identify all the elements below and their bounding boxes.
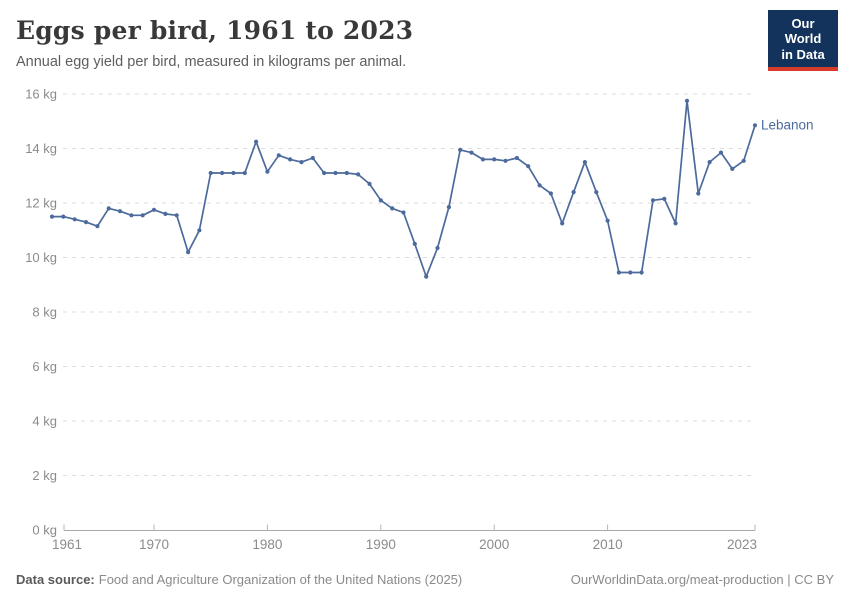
- data-point[interactable]: [49, 214, 55, 219]
- data-point[interactable]: [492, 157, 497, 162]
- y-tick-label: 2 kg: [32, 468, 57, 483]
- data-point[interactable]: [163, 211, 168, 216]
- data-point[interactable]: [299, 160, 304, 165]
- data-point[interactable]: [276, 153, 281, 158]
- data-point[interactable]: [514, 155, 520, 161]
- owid-logo[interactable]: Our World in Data: [768, 10, 838, 71]
- data-point[interactable]: [696, 191, 701, 196]
- data-point[interactable]: [616, 270, 622, 275]
- data-source-label: Data source:: [16, 572, 95, 587]
- data-point[interactable]: [628, 270, 633, 275]
- y-tick-label: 0 kg: [32, 523, 57, 538]
- y-tick-label: 14 kg: [25, 141, 57, 156]
- data-point[interactable]: [231, 170, 236, 176]
- data-point[interactable]: [537, 183, 542, 188]
- x-tick-label: 1970: [139, 537, 169, 552]
- data-point[interactable]: [548, 191, 554, 196]
- data-point[interactable]: [61, 214, 66, 219]
- data-point[interactable]: [469, 150, 474, 155]
- x-tick-label: 2023: [727, 537, 757, 552]
- data-point[interactable]: [582, 160, 588, 165]
- x-tick-label: 1990: [366, 537, 396, 552]
- y-tick-label: 10 kg: [25, 250, 57, 265]
- data-point[interactable]: [129, 213, 134, 218]
- y-tick-label: 4 kg: [32, 414, 57, 429]
- data-point[interactable]: [718, 150, 724, 155]
- data-point[interactable]: [197, 228, 202, 233]
- data-source: Data source: Food and Agriculture Organiz…: [16, 572, 462, 587]
- data-point[interactable]: [83, 220, 89, 225]
- data-point[interactable]: [356, 172, 361, 177]
- data-point[interactable]: [254, 139, 259, 144]
- data-point[interactable]: [288, 157, 293, 162]
- chart-footer: Data source: Food and Agriculture Organiz…: [16, 572, 834, 587]
- data-point[interactable]: [594, 190, 599, 195]
- data-point[interactable]: [186, 250, 191, 255]
- data-point[interactable]: [412, 241, 417, 246]
- data-point[interactable]: [72, 217, 77, 222]
- data-point[interactable]: [322, 170, 327, 176]
- data-point[interactable]: [435, 245, 440, 251]
- data-point[interactable]: [560, 221, 565, 226]
- data-point[interactable]: [367, 181, 372, 186]
- owid-logo-line2: in Data: [781, 46, 825, 62]
- data-point[interactable]: [265, 169, 270, 174]
- data-point[interactable]: [639, 270, 644, 275]
- data-point[interactable]: [401, 210, 406, 215]
- data-point[interactable]: [220, 170, 225, 176]
- entity-label[interactable]: Lebanon: [761, 117, 814, 132]
- x-tick-label: 2000: [479, 537, 509, 552]
- y-tick-label: 16 kg: [25, 87, 57, 102]
- data-line[interactable]: [51, 99, 756, 278]
- data-point[interactable]: [310, 155, 315, 161]
- data-point[interactable]: [174, 213, 179, 218]
- data-point[interactable]: [151, 207, 157, 212]
- data-point[interactable]: [242, 170, 247, 176]
- data-point[interactable]: [390, 206, 395, 211]
- license-link[interactable]: OurWorldinData.org/meat-production | CC …: [570, 572, 834, 587]
- data-point[interactable]: [344, 170, 349, 176]
- data-point[interactable]: [117, 209, 123, 214]
- data-source-text: Food and Agriculture Organization of the…: [98, 572, 463, 587]
- page-title: Eggs per bird, 1961 to 2023: [16, 16, 414, 45]
- data-point[interactable]: [662, 196, 667, 201]
- data-point[interactable]: [730, 166, 735, 171]
- y-tick-label: 8 kg: [32, 305, 57, 320]
- x-tick-label: 2010: [593, 537, 623, 552]
- data-point[interactable]: [333, 170, 338, 176]
- data-point[interactable]: [106, 206, 111, 211]
- data-point[interactable]: [208, 170, 213, 176]
- data-point[interactable]: [684, 98, 690, 103]
- x-tick-label: 1961: [52, 537, 82, 552]
- data-point[interactable]: [650, 198, 656, 203]
- data-point[interactable]: [140, 213, 145, 218]
- data-point[interactable]: [458, 147, 463, 152]
- data-point[interactable]: [752, 123, 758, 128]
- y-tick-label: 6 kg: [32, 359, 57, 374]
- data-point[interactable]: [95, 224, 100, 229]
- data-point[interactable]: [673, 221, 678, 226]
- data-point[interactable]: [378, 198, 383, 203]
- data-point[interactable]: [741, 158, 746, 163]
- data-point[interactable]: [446, 205, 451, 210]
- chart-subtitle: Annual egg yield per bird, measured in k…: [16, 54, 407, 70]
- data-point[interactable]: [571, 190, 576, 195]
- data-point[interactable]: [526, 164, 531, 169]
- data-point[interactable]: [424, 274, 429, 279]
- owid-logo-line1: Our World: [784, 16, 822, 47]
- data-point[interactable]: [503, 158, 508, 163]
- data-point[interactable]: [480, 157, 485, 162]
- data-point[interactable]: [707, 160, 712, 165]
- y-tick-label: 12 kg: [25, 196, 57, 211]
- data-point[interactable]: [605, 218, 610, 223]
- x-tick-label: 1980: [252, 537, 282, 552]
